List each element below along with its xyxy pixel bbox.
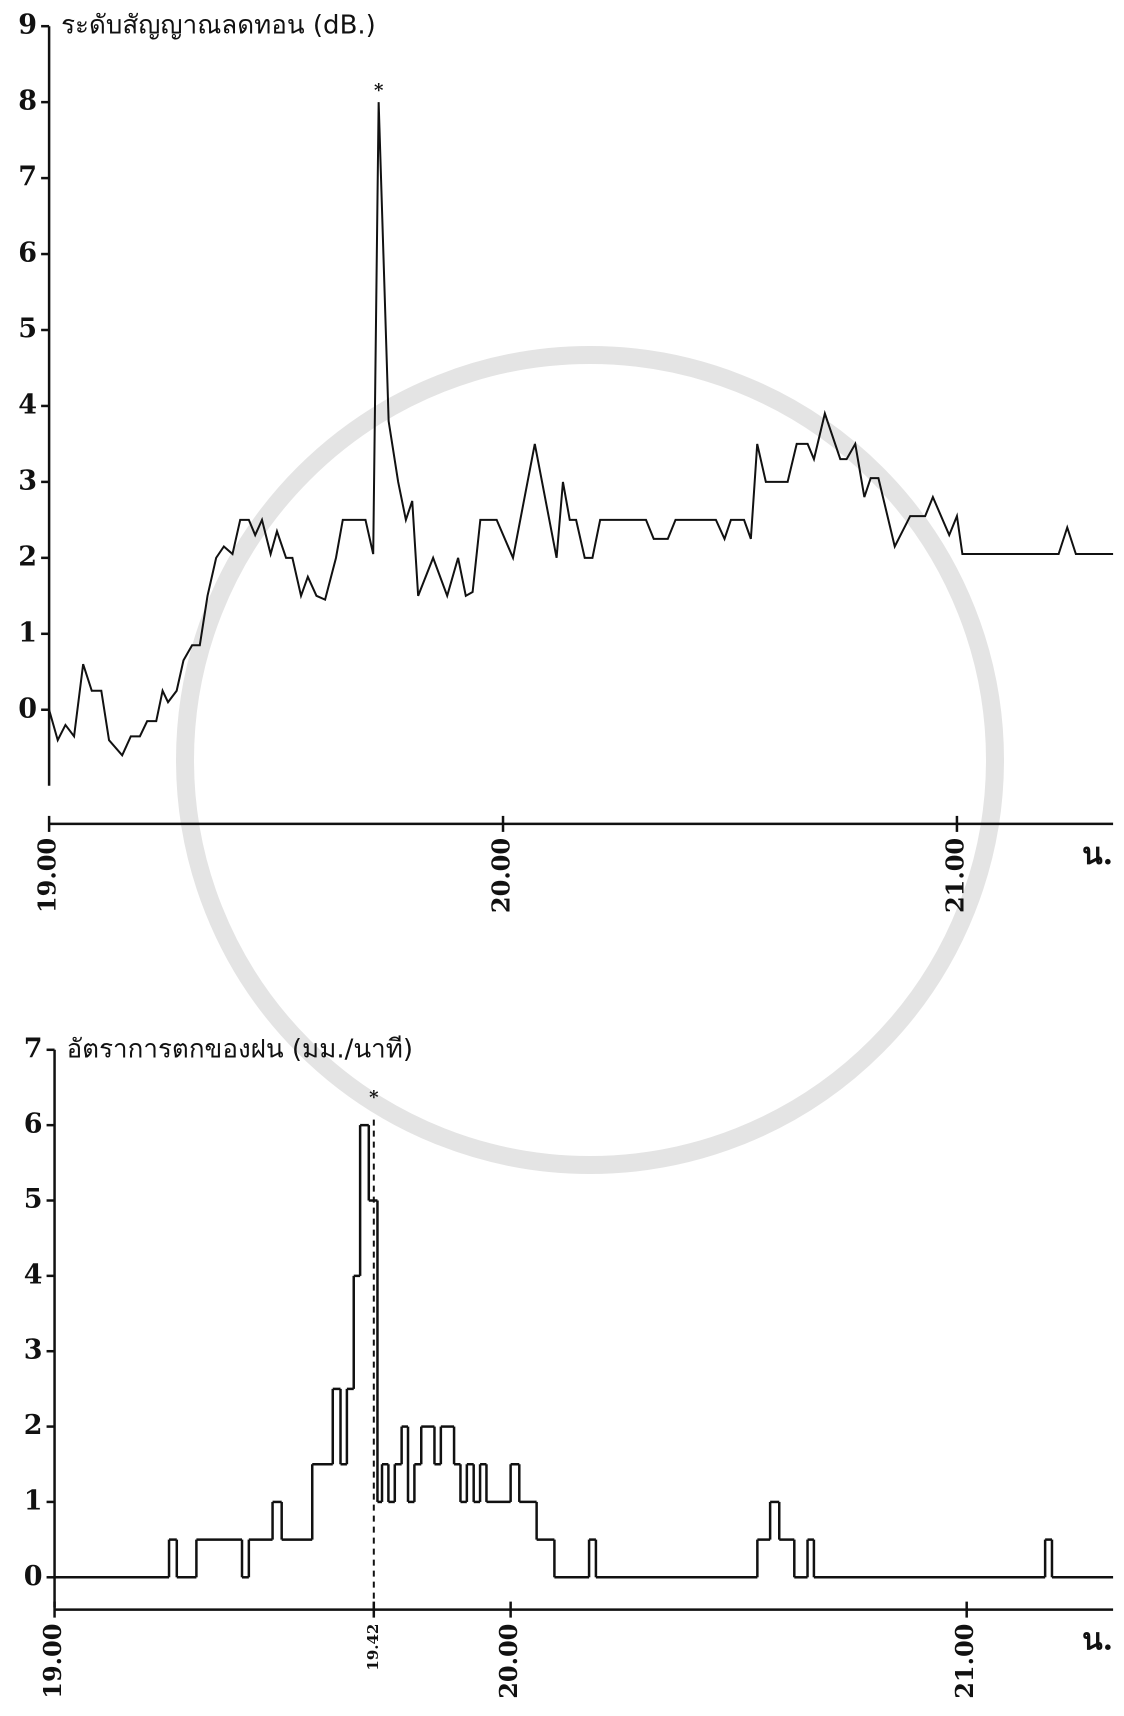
x-axis-unit: น.	[1082, 837, 1113, 872]
x-tick-label: 20.00	[494, 1624, 523, 1699]
y-tick-label: 0	[18, 693, 37, 724]
x-tick-label: 19.00	[38, 1624, 67, 1699]
y-tick-label: 2	[18, 541, 37, 572]
y-tick-label: 4	[24, 1259, 43, 1290]
x-axis-unit: น.	[1082, 1623, 1113, 1658]
y-tick-label: 3	[18, 465, 37, 496]
x-tick-label: 19.42	[364, 1624, 382, 1671]
y-axis-label: ระดับสัญญาณลดทอน (dB.)	[61, 11, 376, 41]
y-tick-label: 8	[18, 86, 37, 117]
y-tick-label: 0	[24, 1561, 43, 1592]
y-tick-label: 5	[24, 1184, 43, 1215]
peak-marker: *	[369, 1087, 379, 1108]
x-tick-label: 21.00	[940, 838, 969, 913]
y-tick-label: 6	[18, 238, 37, 269]
x-tick-label: 21.00	[950, 1624, 979, 1699]
x-tick-label: 19.00	[33, 838, 62, 913]
peak-marker: *	[374, 80, 384, 101]
watermark	[176, 346, 1004, 1174]
signal-line	[48, 102, 1114, 758]
y-tick-label: 4	[18, 389, 37, 420]
y-tick-label: 3	[24, 1335, 43, 1366]
y-tick-label: 9	[18, 10, 37, 41]
y-tick-label: 5	[18, 313, 37, 344]
y-tick-label: 7	[18, 162, 37, 193]
y-axis-label: อัตราการตกของฝน (มม./นาที)	[67, 1034, 413, 1064]
y-tick-label: 6	[24, 1109, 43, 1140]
y-tick-label: 7	[24, 1033, 43, 1064]
y-tick-label: 1	[18, 617, 37, 648]
x-tick-label: 20.00	[487, 838, 516, 913]
y-tick-label: 2	[24, 1410, 43, 1441]
y-tick-label: 1	[24, 1485, 43, 1516]
